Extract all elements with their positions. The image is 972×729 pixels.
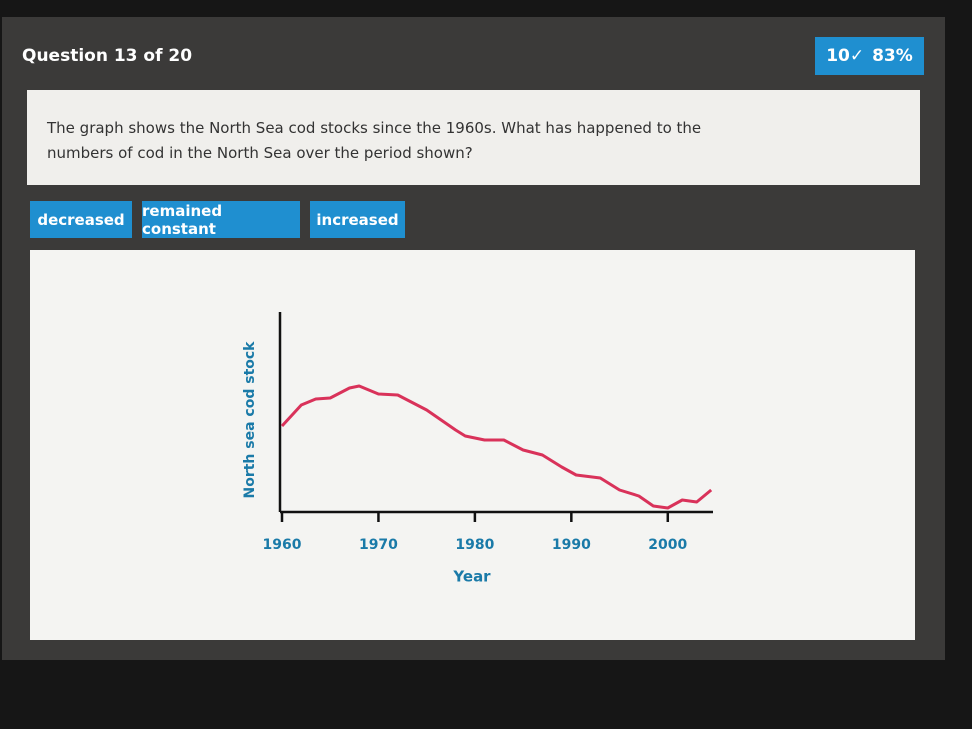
chart-panel — [30, 250, 915, 640]
y-axis-label: North sea cod stock — [242, 341, 258, 499]
question-counter: Question 13 of 20 — [22, 46, 193, 66]
question-box — [27, 90, 920, 185]
option-button[interactable]: remained constant — [142, 201, 300, 238]
score: 10✓ — [826, 46, 865, 66]
percent: 83% — [872, 46, 913, 66]
x-tick-label: 1990 — [552, 537, 591, 553]
score-badge: 10✓ 83% — [815, 37, 924, 75]
x-tick-label: 1980 — [455, 537, 494, 553]
question-text: The graph shows the North Sea cod stocks… — [47, 119, 702, 162]
x-tick-label: 1970 — [359, 537, 398, 553]
x-axis-label: Year — [452, 568, 491, 586]
x-tick-label: 1960 — [263, 537, 302, 553]
option-button[interactable]: decreased — [30, 201, 132, 238]
data-line — [280, 384, 713, 510]
x-tick-label: 2000 — [648, 537, 687, 553]
option-button[interactable]: increased — [310, 201, 405, 238]
